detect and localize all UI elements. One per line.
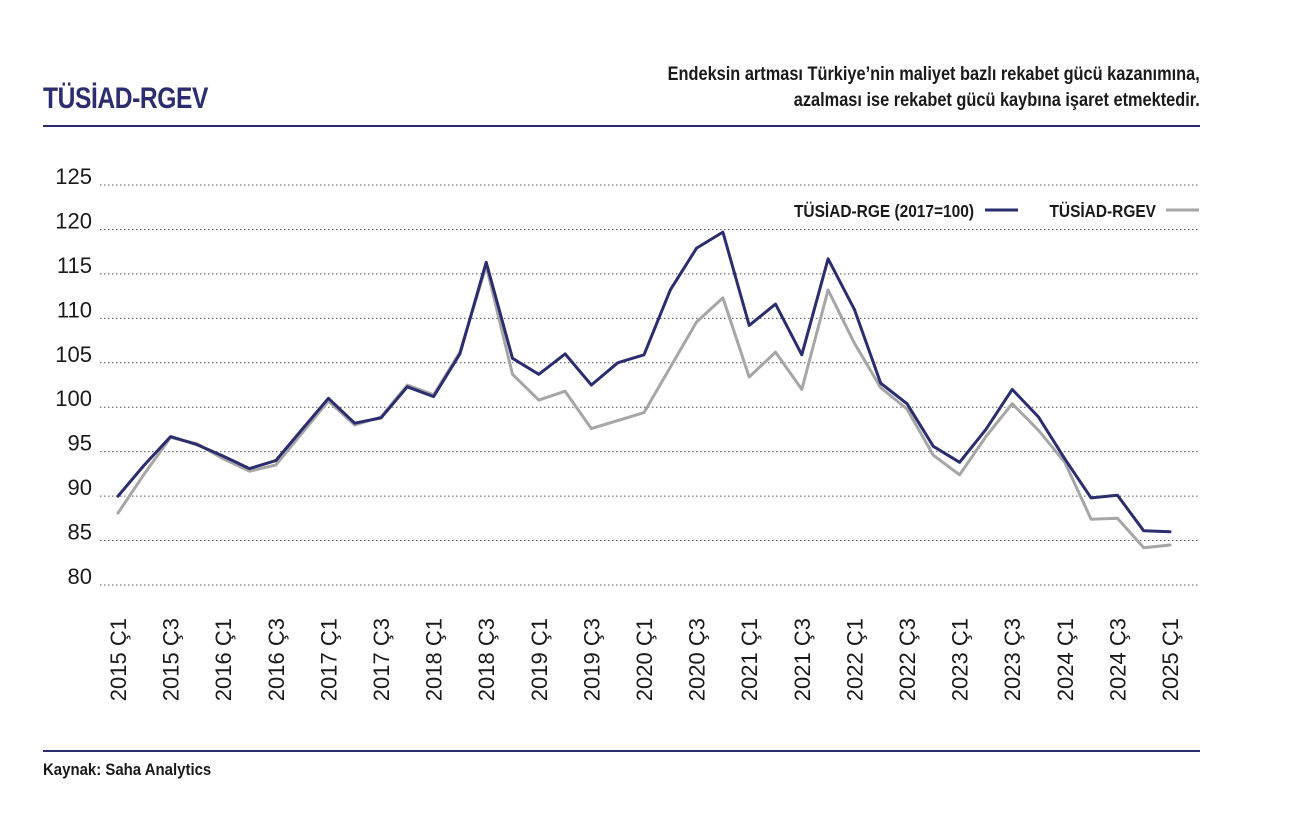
x-tick-label: 2020 Ç3 xyxy=(685,618,710,701)
x-tick-label: 2023 Ç1 xyxy=(948,618,973,701)
y-axis-ticks: 80 85 90 95 100 105 110 115 120 125 xyxy=(55,164,92,589)
x-tick-label: 2015 Ç3 xyxy=(159,618,184,701)
x-tick-label: 2021 Ç1 xyxy=(737,618,762,701)
subtitle-line-1: Endeksin artması Türkiye’nin maliyet baz… xyxy=(667,64,1200,85)
x-tick-label: 2019 Ç1 xyxy=(527,618,552,701)
legend-label-rge: TÜSİAD-RGE (2017=100) xyxy=(794,201,974,221)
x-tick-label: 2024 Ç1 xyxy=(1053,618,1078,701)
legend: TÜSİAD-RGE (2017=100) TÜSİAD-RGEV xyxy=(794,201,1199,221)
y-tick-label: 105 xyxy=(55,342,92,367)
bottom-divider xyxy=(43,750,1200,752)
x-tick-label: 2018 Ç1 xyxy=(422,618,447,701)
x-tick-label: 2021 Ç3 xyxy=(790,618,815,701)
brand-title: TÜSİAD-RGEV xyxy=(43,82,208,115)
y-tick-label: 85 xyxy=(68,520,92,545)
y-tick-label: 100 xyxy=(55,386,92,411)
x-tick-label: 2020 Ç1 xyxy=(632,618,657,701)
x-tick-label: 2015 Ç1 xyxy=(106,618,131,701)
y-tick-label: 95 xyxy=(68,431,92,456)
x-tick-label: 2023 Ç3 xyxy=(1000,618,1025,701)
chart-subtitle: Endeksin artması Türkiye’nin maliyet baz… xyxy=(668,62,1200,114)
legend-label-rgev: TÜSİAD-RGEV xyxy=(1049,201,1156,221)
source-note: Kaynak: Saha Analytics xyxy=(43,760,212,779)
x-tick-label: 2024 Ç3 xyxy=(1105,618,1130,701)
series-line-rgev xyxy=(116,264,1172,550)
x-tick-label: 2022 Ç1 xyxy=(842,618,867,701)
x-tick-label: 2022 Ç3 xyxy=(895,618,920,701)
y-tick-label: 90 xyxy=(68,475,92,500)
y-tick-label: 80 xyxy=(68,564,92,589)
x-tick-label: 2016 Ç1 xyxy=(211,618,236,701)
top-divider xyxy=(43,125,1200,127)
x-axis-ticks: 2015 Ç1 2015 Ç3 2016 Ç1 2016 Ç3 2017 Ç1 2017 … xyxy=(106,618,1183,701)
gridlines xyxy=(100,184,1200,586)
y-tick-label: 125 xyxy=(55,164,92,189)
x-tick-label: 2025 Ç1 xyxy=(1158,618,1183,701)
x-tick-label: 2017 Ç3 xyxy=(369,618,394,701)
x-tick-label: 2019 Ç3 xyxy=(579,618,604,701)
y-tick-label: 110 xyxy=(57,297,92,322)
y-tick-label: 115 xyxy=(57,253,92,278)
y-tick-label: 120 xyxy=(55,208,92,233)
subtitle-line-2: azalması ise rekabet gücü kaybına işaret… xyxy=(794,90,1200,111)
x-tick-label: 2018 Ç3 xyxy=(474,618,499,701)
x-tick-label: 2016 Ç3 xyxy=(264,618,289,701)
series-line-rge xyxy=(116,230,1172,534)
x-tick-label: 2017 Ç1 xyxy=(316,618,341,701)
series-lines xyxy=(116,230,1172,550)
